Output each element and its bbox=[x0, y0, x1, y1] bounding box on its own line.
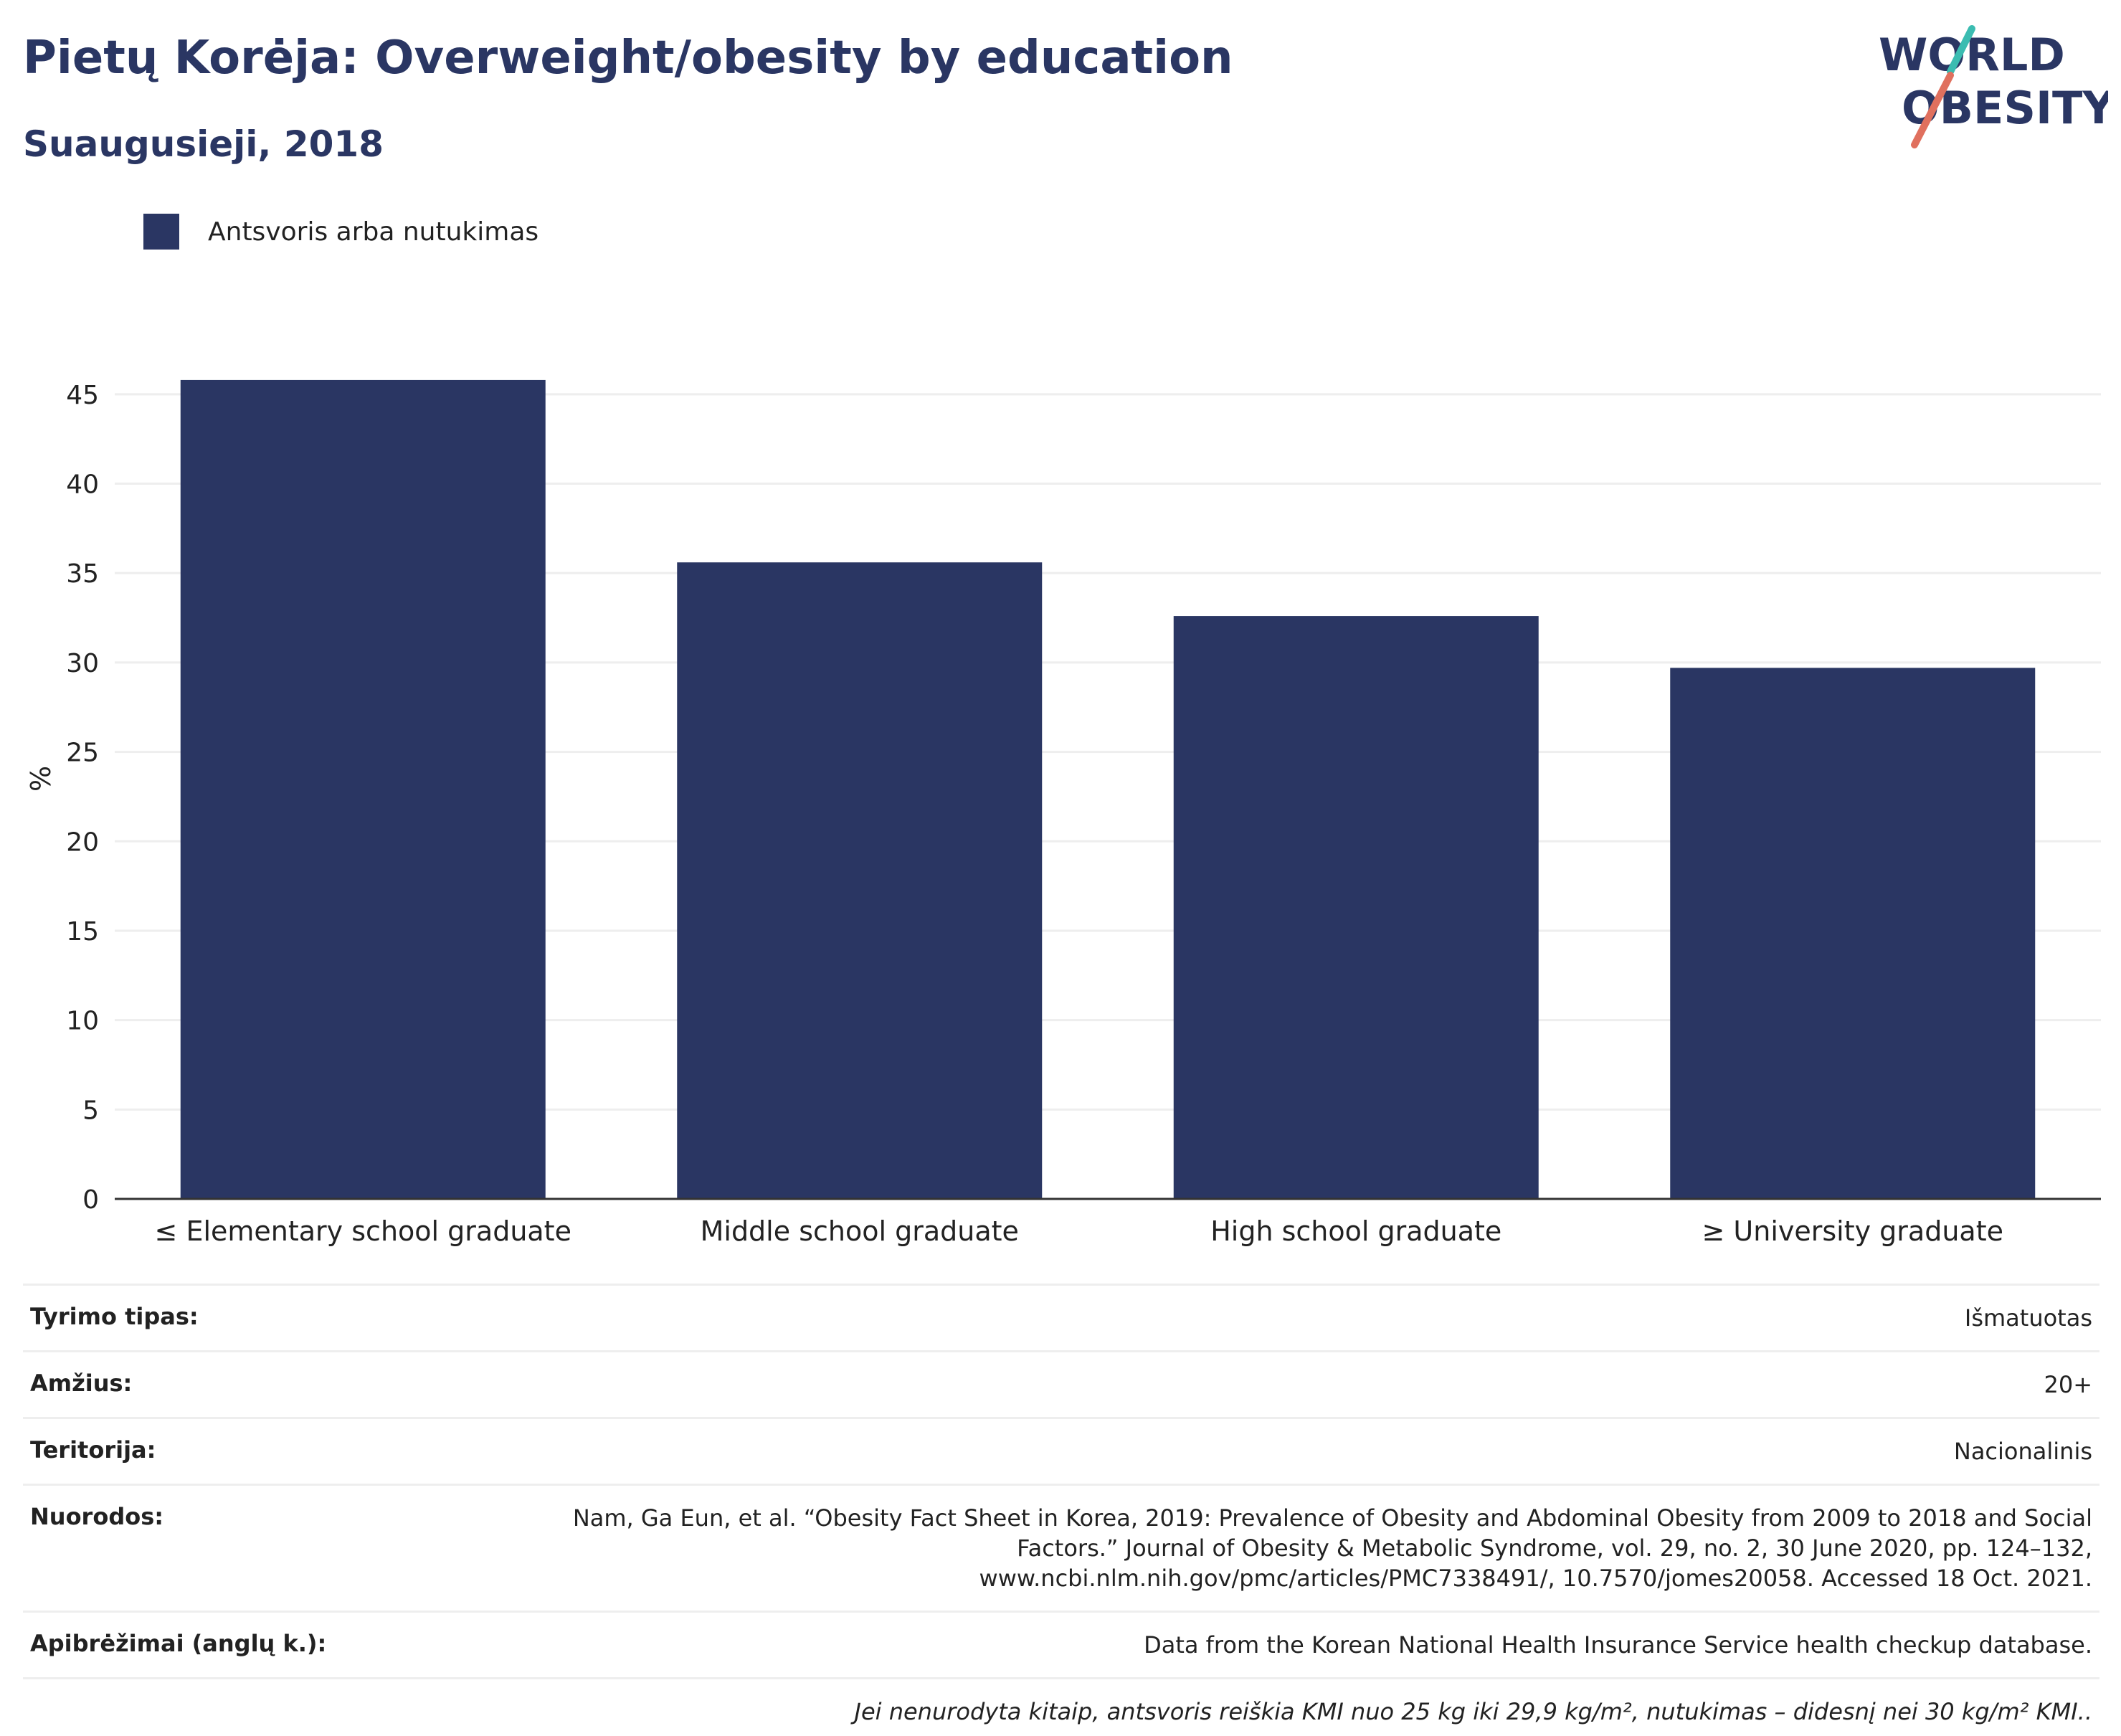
chart-legend[interactable]: Antsvoris arba nutukimas bbox=[143, 214, 538, 250]
info-label: Amžius: bbox=[30, 1370, 133, 1397]
x-tick-label: ≥ University graduate bbox=[1702, 1215, 2004, 1247]
chart-title: Pietų Korėja: Overweight/obesity by educ… bbox=[23, 32, 1233, 85]
info-row-references: Nuorodos: Nam, Ga Eun, et al. “Obesity F… bbox=[23, 1484, 2099, 1611]
y-tick-label: 45 bbox=[66, 381, 99, 410]
info-value: 20+ bbox=[2044, 1371, 2092, 1398]
info-row-definitions: Apibrėžimai (anglų k.): Data from the Ko… bbox=[23, 1611, 2099, 1677]
legend-swatch bbox=[143, 214, 179, 250]
x-tick-label: High school graduate bbox=[1210, 1215, 1501, 1247]
x-tick-label: Middle school graduate bbox=[701, 1215, 1019, 1247]
y-tick-label: 15 bbox=[66, 917, 99, 947]
world-obesity-logo: WORLD OBESITY bbox=[1879, 25, 2108, 148]
info-value: Išmatuotas bbox=[1964, 1304, 2092, 1332]
bar-chart: 0 5 10 15 20 25 30 35 40 45% ≤ Elementary school g… bbox=[25, 379, 2101, 1247]
bar bbox=[180, 379, 546, 1200]
info-label: Tyrimo tipas: bbox=[30, 1303, 199, 1330]
info-row-age: Amžius: 20+ bbox=[23, 1350, 2099, 1417]
y-tick-label: 35 bbox=[66, 559, 99, 589]
info-value: Data from the Korean National Health Ins… bbox=[1144, 1631, 2092, 1659]
logo-slash-teal bbox=[1947, 25, 1975, 75]
logo-slash-coral bbox=[1911, 72, 1954, 148]
info-label: Apibrėžimai (anglų k.): bbox=[30, 1630, 327, 1657]
y-tick-label: 10 bbox=[66, 1007, 99, 1036]
y-tick-label: 40 bbox=[66, 470, 99, 500]
info-label: Nuorodos: bbox=[30, 1503, 164, 1530]
info-row-territory: Teritorija: Nacionalinis bbox=[23, 1417, 2099, 1484]
y-tick-label: 5 bbox=[82, 1096, 99, 1125]
bar bbox=[1173, 616, 1539, 1199]
chart-subtitle: Suaugusieji, 2018 bbox=[23, 123, 384, 165]
y-tick-label: 30 bbox=[66, 649, 99, 678]
info-row-note: Jei nenurodyta kitaip, antsvoris reiškia… bbox=[23, 1677, 2099, 1736]
legend-label: Antsvoris arba nutukimas bbox=[208, 217, 539, 247]
logo-text-world: WORLD bbox=[1879, 29, 2065, 81]
info-value: Nacionalinis bbox=[1953, 1438, 2092, 1465]
y-tick-label: 0 bbox=[82, 1185, 99, 1215]
bar bbox=[677, 562, 1043, 1199]
x-tick-label: ≤ Elementary school graduate bbox=[155, 1215, 571, 1247]
y-tick-label: 25 bbox=[66, 739, 99, 768]
y-axis-label: % bbox=[25, 766, 57, 792]
info-row-survey-type: Tyrimo tipas: Išmatuotas bbox=[23, 1284, 2099, 1350]
info-label: Teritorija: bbox=[30, 1436, 156, 1464]
info-value: Nam, Ga Eun, et al. “Obesity Fact Sheet … bbox=[572, 1504, 2092, 1592]
info-note: Jei nenurodyta kitaip, antsvoris reiškia… bbox=[854, 1698, 2093, 1725]
y-tick-label: 20 bbox=[66, 827, 99, 857]
info-table: Tyrimo tipas: Išmatuotas Amžius: 20+ Ter… bbox=[23, 1284, 2099, 1736]
bar bbox=[1670, 668, 2036, 1199]
